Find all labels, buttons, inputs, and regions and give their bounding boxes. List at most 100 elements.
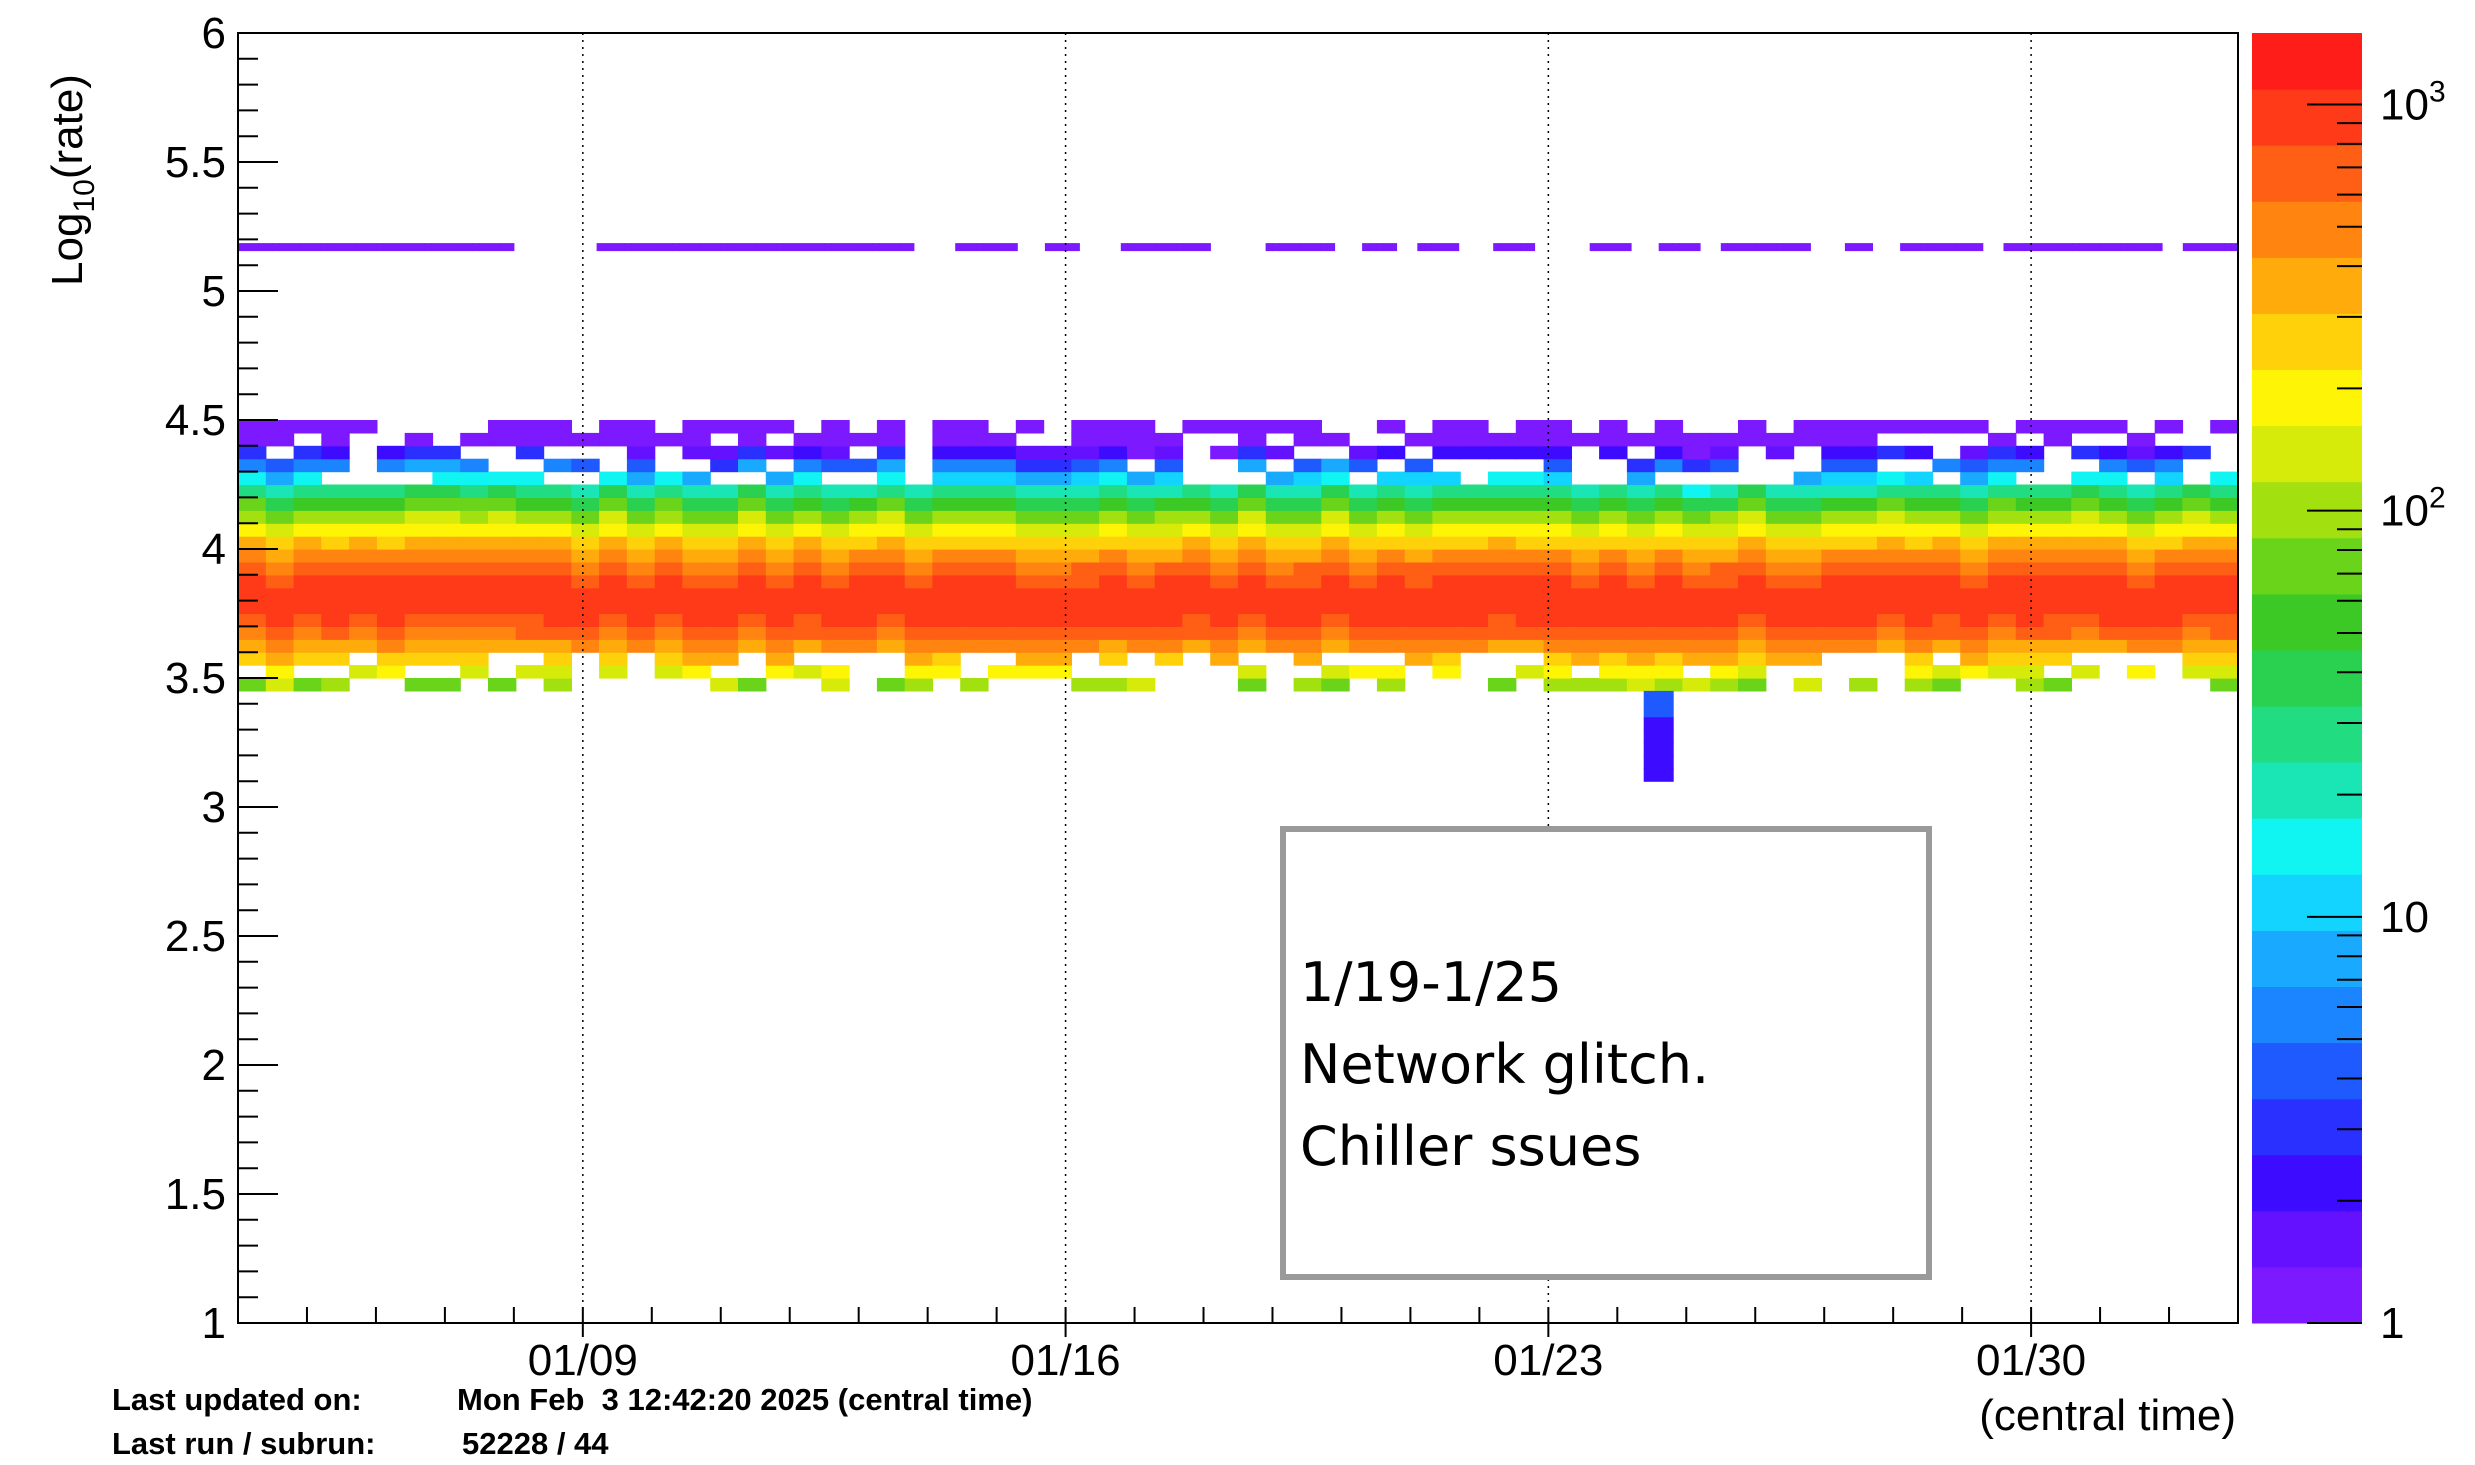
heatmap-cell — [682, 484, 711, 498]
heatmap-cell — [1710, 652, 1739, 666]
heatmap-cell — [2154, 574, 2184, 589]
heatmap-cell — [460, 613, 489, 627]
heatmap-cell — [2099, 613, 2128, 627]
heatmap-cell — [265, 626, 295, 640]
heatmap-cell — [1793, 626, 1822, 640]
x-tick-label: 01/30 — [1976, 1336, 2086, 1385]
heatmap-cell — [1293, 561, 1322, 576]
heatmap-cell — [432, 523, 461, 537]
heatmap-cell — [265, 600, 295, 615]
color-scale-label-base: 10 — [2380, 81, 2429, 130]
heatmap-cell — [1043, 523, 1072, 537]
heatmap-cell — [1488, 523, 1517, 537]
heatmap-cell — [293, 445, 322, 460]
heatmap-cell — [988, 432, 1017, 447]
heatmap-cell — [1154, 523, 1184, 537]
heatmap-cell — [1932, 600, 1961, 615]
heatmap-cell — [1349, 549, 1378, 563]
heatmap-cell — [2182, 574, 2211, 589]
heatmap-cell — [1126, 678, 1156, 692]
heatmap-cell — [904, 497, 934, 511]
heatmap-cell — [1821, 523, 1850, 537]
heatmap-cell — [626, 497, 656, 511]
heatmap-cell — [932, 587, 961, 602]
heatmap-cell — [1527, 243, 1536, 252]
heatmap-cell — [1488, 587, 1517, 602]
heatmap-cell — [417, 243, 425, 252]
heatmap-cell — [710, 549, 739, 563]
y-axis-label-rest: (rate) — [43, 74, 92, 179]
heatmap-cell — [543, 523, 572, 537]
heatmap-cell — [1099, 420, 1128, 434]
heatmap-cell — [626, 587, 656, 602]
heatmap-cell — [2154, 536, 2184, 550]
heatmap-cell — [1043, 445, 1072, 460]
heatmap-cell — [1793, 497, 1822, 511]
heatmap-cell — [571, 561, 600, 576]
heatmap-cell — [543, 561, 572, 576]
heatmap-cell — [1265, 536, 1295, 550]
heatmap-cell — [1654, 561, 1684, 576]
heatmap-cell — [849, 536, 878, 550]
heatmap-cell — [1960, 549, 1989, 563]
heatmap-cell — [1599, 678, 1628, 692]
heatmap-cell — [1727, 243, 1736, 252]
heatmap-cell — [1515, 549, 1545, 563]
heatmap-cell — [1460, 432, 1489, 447]
heatmap-cell — [2099, 484, 2128, 498]
heatmap-cell — [1182, 484, 1211, 498]
heatmap-cell — [571, 536, 600, 550]
heatmap-cell — [1376, 561, 1406, 576]
heatmap-cell — [1488, 600, 1517, 615]
heatmap-cell — [2182, 497, 2211, 511]
heatmap-cell — [404, 639, 434, 653]
heatmap-cell — [265, 458, 295, 473]
heatmap-cell — [265, 243, 273, 252]
heatmap-cell — [300, 243, 308, 252]
heatmap-cell — [404, 458, 434, 473]
heatmap-cell — [488, 536, 517, 550]
heatmap-cell — [1265, 639, 1295, 653]
heatmap-cell — [1738, 587, 1767, 602]
heatmap-cell — [265, 497, 295, 511]
heatmap-cell — [1904, 523, 1934, 537]
heatmap-cell — [515, 432, 545, 447]
heatmap-cell — [1821, 600, 1850, 615]
heatmap-cell — [769, 243, 777, 252]
heatmap-cell — [2154, 458, 2184, 473]
heatmap-cell — [1043, 652, 1072, 666]
heatmap-cell — [2071, 420, 2100, 434]
heatmap-cell — [654, 613, 684, 627]
heatmap-cell — [1099, 561, 1128, 576]
heatmap-cell — [1904, 678, 1934, 692]
heatmap-cell — [1099, 471, 1128, 486]
heatmap-cell — [1907, 243, 1915, 252]
heatmap-cell — [376, 613, 406, 627]
heatmap-cell — [2154, 523, 2184, 537]
heatmap-cell — [1849, 497, 1878, 511]
heatmap-cell — [960, 536, 989, 550]
heatmap-cell — [1293, 639, 1322, 653]
heatmap-cell — [1286, 243, 1294, 252]
heatmap-cell — [293, 510, 322, 524]
heatmap-cell — [1543, 626, 1572, 640]
heatmap-cell — [2043, 613, 2072, 627]
heatmap-cell — [960, 549, 989, 563]
heatmap-cell — [1599, 510, 1628, 524]
heatmap-cell — [1500, 243, 1508, 252]
heatmap-cell — [849, 613, 878, 627]
heatmap-cell — [1793, 549, 1822, 563]
heatmap-cell — [238, 600, 267, 615]
heatmap-cell — [955, 243, 963, 252]
heatmap-cell — [610, 243, 618, 252]
heatmap-cell — [1599, 523, 1628, 537]
heatmap-cell — [1520, 243, 1529, 252]
heatmap-cell — [626, 432, 656, 447]
heatmap-cell — [2210, 420, 2239, 434]
heatmap-cell — [2155, 243, 2163, 252]
heatmap-cell — [1793, 432, 1822, 447]
heatmap-cell — [1710, 600, 1739, 615]
heatmap-cell — [1293, 420, 1322, 434]
heatmap-cell — [460, 549, 489, 563]
